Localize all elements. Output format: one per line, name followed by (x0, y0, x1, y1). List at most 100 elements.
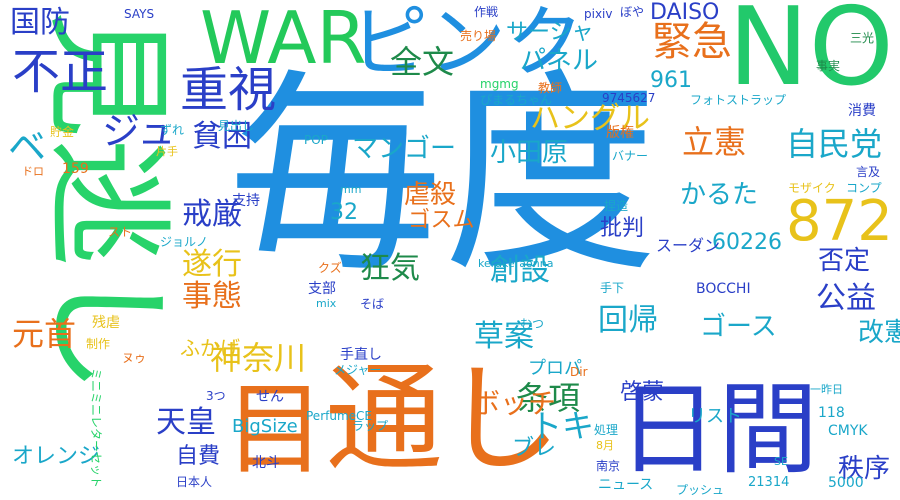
cloud-word: 支部 (308, 281, 336, 297)
cloud-word: 小田原 (490, 138, 569, 168)
cloud-word: トキ (530, 407, 595, 445)
cloud-word: 改憲 (858, 318, 900, 348)
cloud-word: NO (728, 0, 894, 110)
cloud-word: 自費 (176, 444, 221, 469)
cloud-word: 毎度 (228, 50, 658, 301)
cloud-word: pixiv (584, 7, 613, 21)
cloud-word: 条項 (516, 379, 581, 417)
cloud-word: スーダン (656, 236, 721, 255)
cloud-word: 啓蒙 (620, 380, 665, 405)
cloud-word: サーシャ (506, 20, 594, 45)
cloud-word: 21314 (748, 475, 790, 490)
cloud-word: mgmg (480, 77, 519, 91)
cloud-word: 32 (330, 200, 358, 225)
cloud-word: ゴスム (408, 208, 475, 233)
cloud-word: 通し (325, 350, 562, 488)
cloud-word: 捏造 (604, 199, 629, 213)
cloud-word: BOCCHI (696, 281, 751, 297)
cloud-word: 創設 (490, 253, 550, 288)
cloud-word: 公益 (816, 281, 876, 316)
cloud-word: ドロ (22, 165, 44, 178)
cloud-word: リスト (688, 406, 742, 427)
cloud-word: 教師 (538, 81, 563, 95)
cloud-word: 戒厳 (182, 197, 242, 232)
cloud-word: モザイク (788, 181, 836, 195)
cloud-word: SAYS (124, 7, 155, 21)
cloud-word: 片手 (156, 145, 178, 158)
cloud-word: 批判 (600, 216, 645, 241)
cloud-word: 159 (62, 161, 89, 177)
cloud-word: 重視 (180, 62, 277, 118)
cloud-word: kerakeraonna (478, 257, 554, 270)
cloud-word: 虐殺 (404, 180, 457, 210)
cloud-word: 3つ (206, 389, 226, 403)
cloud-word: 三光 (850, 31, 875, 45)
cloud-word: 遂行 (182, 247, 242, 282)
cloud-word: むつ (520, 317, 545, 331)
cloud-word: 872 (786, 189, 893, 254)
cloud-word: ベ (8, 125, 47, 169)
cloud-word: DAISO (650, 0, 720, 25)
cloud-word: WAR (200, 0, 367, 80)
cloud-word: ラップ (352, 419, 389, 433)
cloud-word: フォトストラップ (690, 93, 787, 107)
cloud-word: mm (340, 183, 362, 196)
cloud-word: バナー (612, 149, 649, 163)
cloud-word: ぴまるちゃん (480, 93, 553, 107)
cloud-word: ブレ (512, 436, 557, 461)
cloud-word: 否定 (818, 246, 871, 276)
cloud-word: 日間 (618, 371, 818, 488)
cloud-word: 天皇 (156, 405, 216, 440)
cloud-word: ゴース (700, 312, 777, 342)
cloud-word: 事実 (816, 59, 841, 73)
cloud-word: 自民党 (786, 125, 883, 163)
cloud-word: PerfumeCE (306, 409, 372, 423)
cloud-word: そば (360, 297, 385, 311)
cloud-word: ハングル (530, 101, 650, 136)
cloud-word: 961 (650, 68, 692, 93)
cloud-word: 貯金 (50, 125, 75, 139)
cloud-word: パネル (520, 46, 599, 76)
cloud-word: 国防 (10, 5, 70, 40)
cloud-word: mix (316, 297, 337, 310)
cloud-word: 8月 (596, 439, 614, 452)
cloud-word: ヌゥ (122, 351, 147, 365)
cloud-word: 緊急 (652, 19, 732, 65)
cloud-word: ジュ (102, 109, 176, 153)
cloud-word: オレンジ (12, 444, 101, 469)
cloud-word: ぼや (620, 5, 645, 19)
cloud-word: 手直し (340, 347, 382, 363)
cloud-word: 不正 (12, 44, 109, 100)
cloud-word: 支持 (232, 193, 260, 209)
cloud-word: 全文 (390, 43, 455, 81)
cloud-word: 版権 (606, 125, 634, 141)
cloud-word: メジャー (334, 363, 382, 377)
cloud-word: 日本人 (176, 475, 213, 489)
cloud-word: ジョルノ (160, 235, 209, 249)
cloud-word: 5000 (828, 475, 864, 491)
cloud-word: SE (774, 455, 788, 468)
cloud-word: 9745627 (602, 91, 656, 105)
cloud-word: ふかげ (180, 336, 240, 360)
cloud-word: 消費 (848, 103, 876, 119)
cloud-word: 南京 (596, 459, 621, 473)
cloud-word: 北斗 (252, 455, 280, 471)
cloud-word: POP (304, 133, 328, 147)
cloud-word: 立憲 (682, 123, 747, 161)
cloud-word: クズ (318, 261, 342, 275)
cloud-word: 神奈川 (210, 339, 307, 377)
cloud-word: 目 (225, 371, 325, 488)
cloud-word: 事態 (182, 279, 242, 314)
cloud-word: 見出し (218, 119, 255, 133)
cloud-word: コンプ (846, 181, 882, 195)
cloud-word: ニュース (598, 477, 654, 493)
cloud-word: 処理 (594, 423, 619, 437)
cloud-word: 作戦 (474, 5, 499, 19)
cloud-word: 手下 (600, 281, 625, 295)
cloud-word: せん (256, 389, 284, 405)
cloud-word: プッシュ (676, 483, 725, 497)
cloud-word: 回帰 (598, 303, 658, 338)
cloud-word: CMYK (828, 423, 868, 439)
cloud-word: 草案 (474, 319, 534, 354)
